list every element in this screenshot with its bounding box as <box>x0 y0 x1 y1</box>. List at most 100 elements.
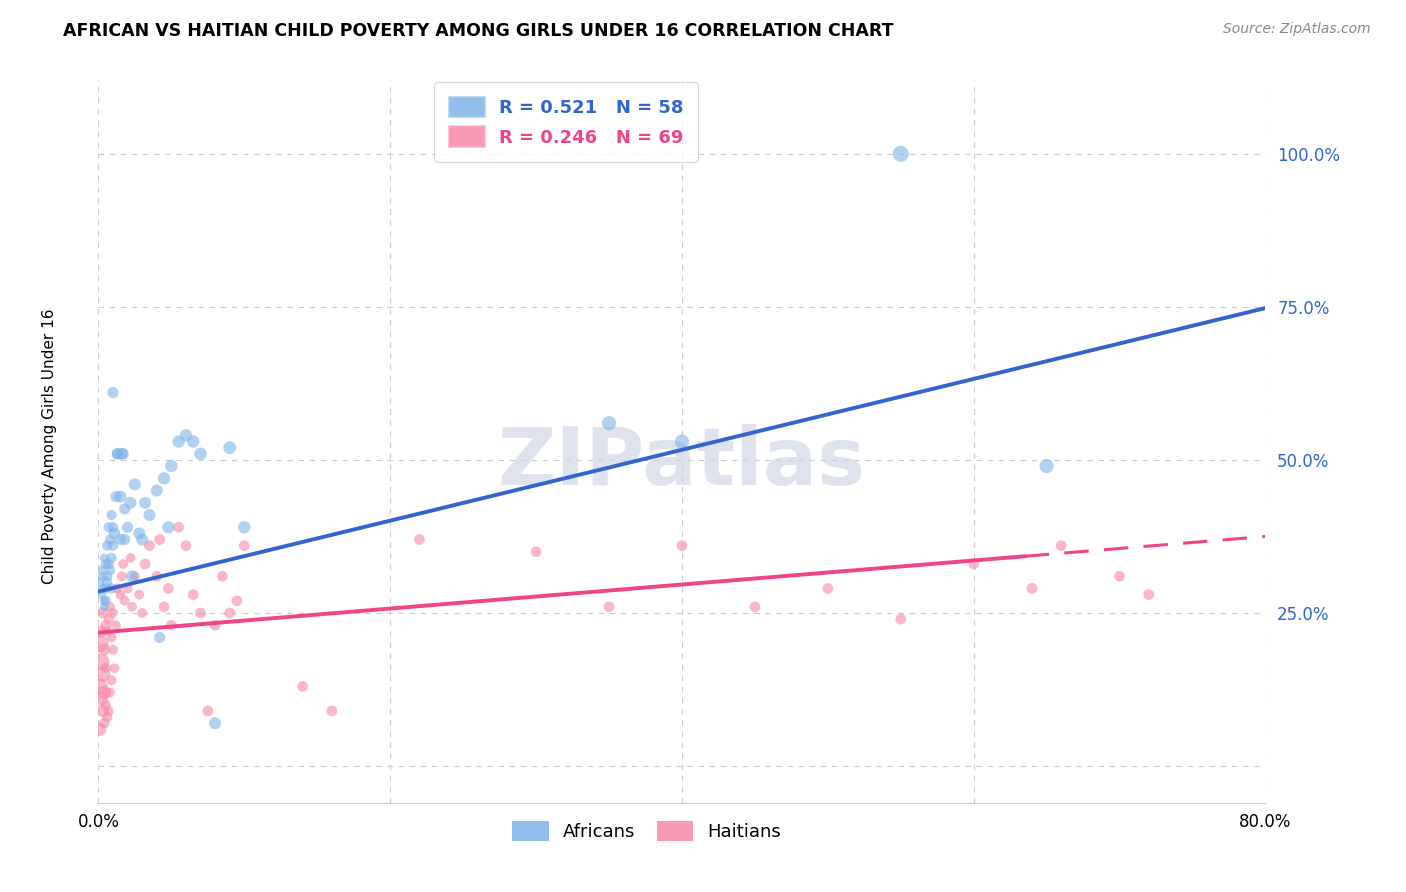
Point <box>100 631 122 645</box>
Point <box>131 533 153 547</box>
Point <box>291 680 314 694</box>
Point <box>114 593 136 607</box>
Point <box>121 599 143 614</box>
Point <box>94 618 117 632</box>
Point <box>111 447 134 461</box>
Point <box>817 582 839 596</box>
Point <box>94 698 117 712</box>
Point <box>197 704 219 718</box>
Point <box>97 520 120 534</box>
Point <box>105 582 128 596</box>
Text: ZIPatlas: ZIPatlas <box>498 425 866 502</box>
Point <box>167 434 190 449</box>
Point <box>233 539 256 553</box>
Point <box>524 545 547 559</box>
Point <box>93 642 115 657</box>
Point <box>138 508 160 522</box>
Point <box>890 612 912 626</box>
Point <box>218 606 240 620</box>
Point <box>138 539 160 553</box>
Point <box>94 661 117 675</box>
Point <box>204 716 226 731</box>
Point <box>96 569 118 583</box>
Point <box>146 569 169 583</box>
Point <box>226 593 249 607</box>
Point <box>149 533 172 547</box>
Text: Child Poverty Among Girls Under 16: Child Poverty Among Girls Under 16 <box>42 309 56 583</box>
Point <box>103 526 125 541</box>
Point <box>97 612 120 626</box>
Point <box>91 667 114 681</box>
Point <box>101 642 124 657</box>
Point <box>100 582 122 596</box>
Point <box>93 685 115 699</box>
Point <box>90 624 112 639</box>
Point <box>91 582 114 596</box>
Point <box>97 557 120 571</box>
Point <box>1021 582 1043 596</box>
Point <box>91 704 114 718</box>
Point <box>96 710 118 724</box>
Point <box>103 661 125 675</box>
Point <box>101 606 124 620</box>
Point <box>157 520 180 534</box>
Point <box>105 447 128 461</box>
Point <box>90 588 112 602</box>
Point <box>98 599 121 614</box>
Point <box>93 593 115 607</box>
Point <box>104 618 127 632</box>
Point <box>190 447 212 461</box>
Point <box>93 550 115 565</box>
Point <box>131 606 153 620</box>
Point <box>598 416 620 430</box>
Point <box>101 539 124 553</box>
Point <box>128 526 150 541</box>
Point <box>94 582 117 596</box>
Point <box>110 533 132 547</box>
Point <box>146 483 169 498</box>
Point <box>93 599 115 614</box>
Point <box>1050 539 1073 553</box>
Point <box>98 563 121 577</box>
Point <box>671 539 693 553</box>
Point <box>94 557 117 571</box>
Point <box>671 434 693 449</box>
Point <box>160 618 183 632</box>
Point <box>91 606 114 620</box>
Point <box>153 471 176 485</box>
Point <box>120 496 142 510</box>
Point <box>160 458 183 473</box>
Point <box>97 704 120 718</box>
Point <box>134 557 156 571</box>
Point <box>117 520 139 534</box>
Point <box>1035 458 1057 473</box>
Text: Source: ZipAtlas.com: Source: ZipAtlas.com <box>1223 22 1371 37</box>
Point <box>174 428 197 442</box>
Point <box>149 631 172 645</box>
Point <box>94 593 117 607</box>
Point <box>104 490 127 504</box>
Point <box>114 502 136 516</box>
Point <box>121 569 143 583</box>
Point <box>744 599 766 614</box>
Point <box>134 496 156 510</box>
Point <box>157 582 180 596</box>
Point <box>408 533 430 547</box>
Point <box>98 533 121 547</box>
Point <box>167 520 190 534</box>
Point <box>598 599 620 614</box>
Point <box>96 575 118 590</box>
Point <box>90 691 112 706</box>
Point <box>89 723 111 737</box>
Point <box>890 146 912 161</box>
Point <box>114 533 136 547</box>
Point <box>89 680 111 694</box>
Point <box>98 685 121 699</box>
Point <box>100 673 122 688</box>
Point <box>89 575 111 590</box>
Point <box>190 606 212 620</box>
Text: AFRICAN VS HAITIAN CHILD POVERTY AMONG GIRLS UNDER 16 CORRELATION CHART: AFRICAN VS HAITIAN CHILD POVERTY AMONG G… <box>63 22 894 40</box>
Point <box>233 520 256 534</box>
Point <box>211 569 233 583</box>
Point <box>110 588 132 602</box>
